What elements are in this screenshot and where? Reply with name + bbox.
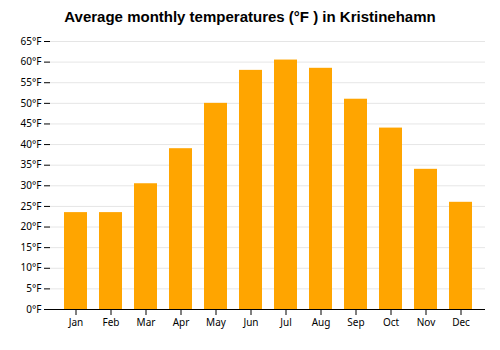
svg-text:Nov: Nov	[417, 315, 436, 329]
svg-text:Mar: Mar	[137, 315, 156, 329]
svg-text:30°F: 30°F	[21, 178, 42, 192]
svg-text:60°F: 60°F	[21, 54, 42, 68]
svg-text:35°F: 35°F	[21, 157, 42, 171]
svg-text:Sep: Sep	[347, 315, 364, 329]
svg-text:0°F: 0°F	[26, 302, 41, 316]
svg-text:Aug: Aug	[312, 315, 331, 329]
svg-text:Jun: Jun	[242, 315, 258, 329]
svg-text:May: May	[206, 315, 227, 329]
svg-text:Dec: Dec	[452, 315, 470, 329]
svg-text:25°F: 25°F	[21, 199, 42, 213]
svg-text:Oct: Oct	[383, 315, 400, 329]
svg-text:Apr: Apr	[173, 315, 190, 329]
svg-text:10°F: 10°F	[21, 260, 42, 274]
svg-text:50°F: 50°F	[21, 96, 42, 110]
svg-text:15°F: 15°F	[21, 240, 42, 254]
svg-text:65°F: 65°F	[21, 34, 42, 48]
svg-text:Feb: Feb	[103, 315, 120, 329]
svg-text:40°F: 40°F	[21, 137, 42, 151]
html-text:Average monthly temperatures (: Average monthly temperatures (°F ) in Kr…	[64, 8, 436, 25]
svg-text:Jul: Jul	[279, 315, 292, 329]
svg-text:55°F: 55°F	[21, 75, 42, 89]
svg-text:Jan: Jan	[68, 315, 84, 329]
svg-text:45°F: 45°F	[21, 116, 42, 130]
svg-text:5°F: 5°F	[26, 281, 41, 295]
svg-text:20°F: 20°F	[21, 219, 42, 233]
